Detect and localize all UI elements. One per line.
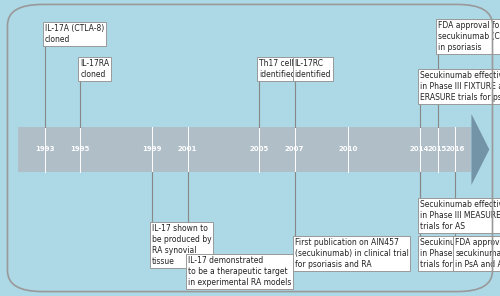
Text: IL-17 demonstrated
to be a therapeutic target
in experimental RA models: IL-17 demonstrated to be a therapeutic t… bbox=[188, 256, 291, 287]
Text: 2014: 2014 bbox=[410, 147, 430, 152]
Text: IL-17RA
cloned: IL-17RA cloned bbox=[80, 59, 110, 79]
Text: IL-17RC
identified: IL-17RC identified bbox=[294, 59, 331, 79]
Polygon shape bbox=[18, 127, 471, 172]
Text: 1995: 1995 bbox=[70, 147, 90, 152]
Text: IL-17 shown to
be produced by
RA synovial
tissue: IL-17 shown to be produced by RA synovia… bbox=[152, 224, 212, 266]
Text: FDA approval for
secukinumab
in PsA and AS: FDA approval for secukinumab in PsA and … bbox=[456, 238, 500, 269]
Text: FDA approval for
secukinumab (Cosentyx)
in psoriasis: FDA approval for secukinumab (Cosentyx) … bbox=[438, 21, 500, 52]
Text: 1999: 1999 bbox=[142, 147, 162, 152]
Text: IL-17A (CTLA-8)
cloned: IL-17A (CTLA-8) cloned bbox=[44, 24, 104, 44]
Text: Secukinumab effective
in Phase III MEASURE
trials for AS: Secukinumab effective in Phase III MEASU… bbox=[420, 200, 500, 231]
Text: 2015: 2015 bbox=[428, 147, 447, 152]
Polygon shape bbox=[472, 114, 490, 185]
Text: Secukinumab effective
in Phase III FIXTURE and
ERASURE trials for psoriasis: Secukinumab effective in Phase III FIXTU… bbox=[420, 71, 500, 102]
Text: 2005: 2005 bbox=[250, 147, 268, 152]
Text: Th17 cells
identified: Th17 cells identified bbox=[259, 59, 298, 79]
Text: 2016: 2016 bbox=[446, 147, 465, 152]
Text: First publication on AIN457
(secukinumab) in clinical trial
for psoriasis and RA: First publication on AIN457 (secukinumab… bbox=[294, 238, 408, 269]
Text: Secukinumab effective
in Phase III FUTURE
trials for PsA: Secukinumab effective in Phase III FUTUR… bbox=[420, 238, 500, 269]
Text: 1993: 1993 bbox=[35, 147, 54, 152]
Text: 2010: 2010 bbox=[338, 147, 358, 152]
Text: 2001: 2001 bbox=[178, 147, 197, 152]
Text: 2007: 2007 bbox=[285, 147, 304, 152]
